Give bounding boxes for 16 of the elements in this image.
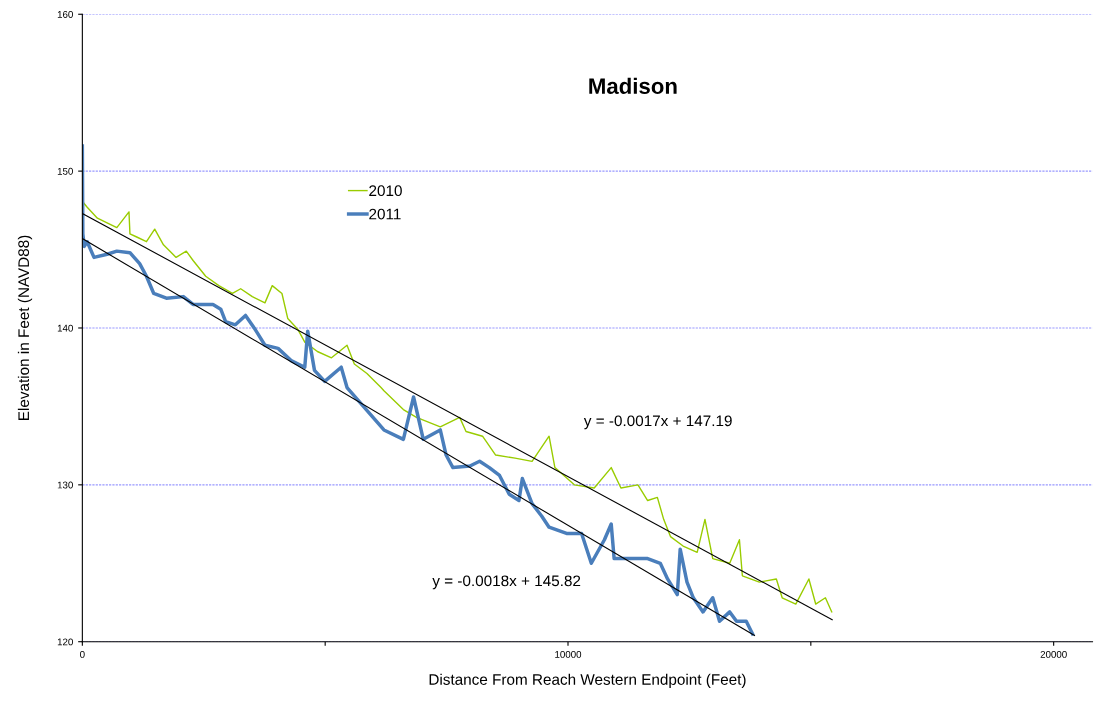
- y-tick-label: 120: [57, 638, 73, 646]
- annotation: y = -0.0017x + 147.19: [583, 415, 732, 430]
- annotation: y = -0.0018x + 145.82: [432, 575, 581, 590]
- x-tick-label: 20000: [1040, 650, 1067, 658]
- y-axis-title: Elevation in Feet (NAVD88): [17, 235, 33, 420]
- x-tick-label: 10000: [555, 650, 582, 658]
- x-axis-title: Distance From Reach Western Endpoint (Feet): [429, 673, 746, 688]
- y-tick-label: 160: [57, 10, 73, 18]
- x-tick-label: 0: [80, 650, 85, 658]
- line-series: [82, 144, 755, 636]
- y-tick-label: 140: [57, 324, 73, 332]
- y-tick-label: 150: [57, 167, 73, 175]
- legend-label: 2011: [369, 208, 401, 220]
- legend-label: 2010: [369, 185, 402, 197]
- text: Madison: [589, 77, 677, 94]
- y-tick-label: 130: [57, 481, 73, 489]
